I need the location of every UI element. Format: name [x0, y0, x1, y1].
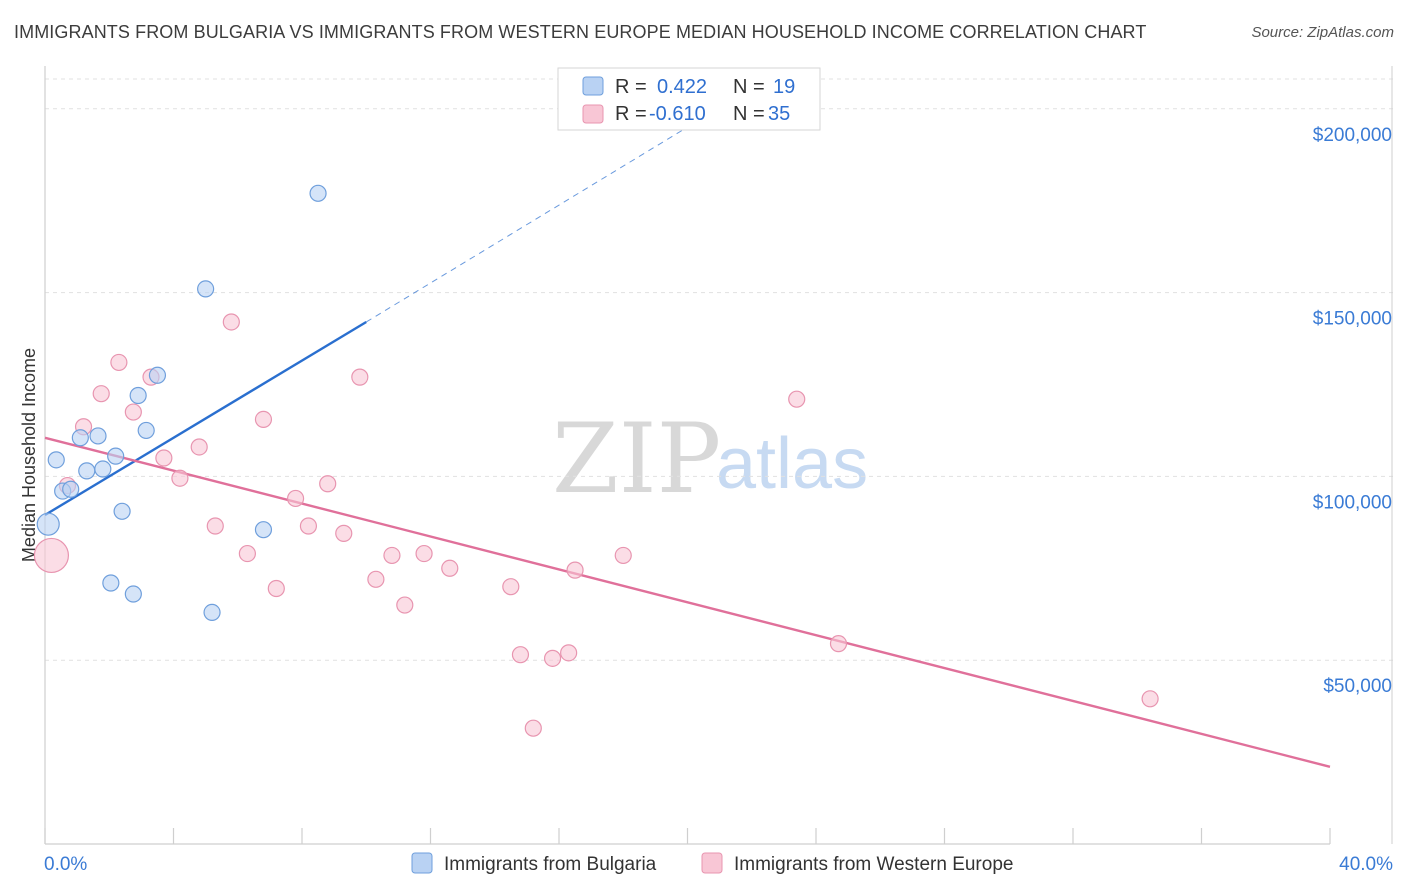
x-tick-labels: 0.0% 40.0% — [44, 854, 1393, 875]
legend-r-value-western-europe: -0.610 — [649, 103, 706, 125]
legend-n-label-western-europe: N = — [733, 103, 765, 125]
point-bulgaria-16 — [203, 603, 221, 622]
point-western-europe-0 — [33, 537, 70, 574]
point-bulgaria-4 — [71, 429, 89, 447]
bottom-legend-label-bulgaria: Immigrants from Bulgaria — [444, 854, 657, 875]
point-bulgaria-8 — [107, 447, 125, 465]
point-western-europe-25 — [502, 578, 520, 596]
point-western-europe-19 — [351, 368, 369, 386]
y-tick-label-3: $200,000 — [1313, 125, 1392, 146]
point-bulgaria-9 — [113, 502, 131, 520]
point-bulgaria-1 — [47, 451, 65, 469]
point-bulgaria-18 — [309, 184, 327, 202]
point-western-europe-33 — [829, 635, 848, 653]
point-bulgaria-3 — [62, 480, 80, 498]
watermark-atlas: atlas — [716, 424, 868, 504]
point-western-europe-15 — [286, 489, 305, 508]
point-western-europe-18 — [335, 524, 353, 542]
point-western-europe-5 — [124, 403, 142, 421]
point-bulgaria-14 — [148, 366, 167, 384]
point-western-europe-32 — [788, 390, 806, 408]
bottom-legend-label-western-europe: Immigrants from Western Europe — [734, 854, 1013, 875]
point-western-europe-11 — [222, 313, 240, 331]
bottom-legend-swatch-bulgaria — [411, 852, 433, 874]
point-bulgaria-12 — [129, 386, 147, 405]
legend-r-label-bulgaria: R = — [615, 76, 647, 98]
series-legend: Immigrants from Bulgaria Immigrants from… — [411, 852, 1013, 875]
point-western-europe-17 — [319, 475, 337, 493]
x-tick-label-0: 0.0% — [44, 854, 87, 875]
point-western-europe-26 — [511, 646, 530, 664]
point-western-europe-9 — [190, 438, 208, 456]
y-tick-label-2: $150,000 — [1313, 309, 1392, 330]
point-western-europe-20 — [367, 570, 385, 588]
point-western-europe-30 — [566, 561, 584, 579]
point-bulgaria-17 — [254, 521, 273, 539]
legend-swatch-western-europe — [582, 104, 604, 124]
trend-lines — [44, 126, 1331, 768]
data-points — [33, 184, 1159, 737]
point-bulgaria-10 — [102, 574, 120, 592]
gridlines — [45, 78, 1395, 661]
point-western-europe-23 — [415, 544, 433, 563]
bottom-legend-swatch-western-europe — [701, 852, 723, 874]
point-western-europe-12 — [238, 544, 256, 563]
point-western-europe-29 — [560, 644, 578, 662]
point-western-europe-14 — [267, 579, 285, 598]
point-western-europe-13 — [254, 410, 273, 428]
point-western-europe-16 — [299, 517, 318, 535]
x-tick-label-1: 40.0% — [1339, 854, 1393, 875]
legend-r-label-western-europe: R = — [615, 103, 647, 125]
trend-line-western-europe — [44, 436, 1331, 768]
point-western-europe-24 — [441, 559, 459, 577]
point-western-europe-7 — [155, 449, 173, 467]
trend-line-bulgaria-extension — [365, 126, 688, 323]
y-tick-labels: $50,000 $100,000 $150,000 $200,000 — [1313, 125, 1392, 697]
watermark-zip: ZIP — [552, 403, 721, 515]
legend-r-value-bulgaria: 0.422 — [657, 76, 707, 98]
legend-n-value-western-europe: 35 — [768, 103, 790, 125]
watermark: ZIP atlas — [552, 403, 868, 515]
point-bulgaria-0 — [36, 512, 60, 536]
axes — [44, 66, 1393, 845]
point-bulgaria-13 — [137, 421, 155, 440]
trend-line-bulgaria — [44, 320, 367, 517]
source-label: Source: ZipAtlas.com — [1251, 24, 1394, 41]
legend-swatch-bulgaria — [582, 76, 604, 96]
point-western-europe-8 — [171, 469, 189, 487]
point-western-europe-22 — [396, 596, 414, 614]
point-western-europe-4 — [110, 353, 128, 372]
point-bulgaria-15 — [197, 280, 215, 298]
point-bulgaria-6 — [89, 427, 107, 445]
point-western-europe-21 — [383, 546, 401, 565]
point-western-europe-10 — [206, 517, 224, 535]
legend-n-label-bulgaria: N = — [733, 76, 765, 98]
point-western-europe-31 — [614, 546, 632, 565]
point-bulgaria-7 — [94, 460, 112, 478]
stats-legend: R = 0.422 N = 19 R = -0.610 N = 35 — [557, 67, 821, 131]
point-western-europe-28 — [543, 649, 562, 667]
y-tick-label-1: $100,000 — [1313, 492, 1392, 513]
chart-title: IMMIGRANTS FROM BULGARIA VS IMMIGRANTS F… — [14, 22, 1147, 42]
y-tick-label-0: $50,000 — [1323, 676, 1392, 697]
point-western-europe-3 — [92, 385, 110, 403]
point-bulgaria-11 — [124, 585, 142, 603]
legend-n-value-bulgaria: 19 — [773, 76, 795, 98]
y-axis-label: Median Household Income — [19, 348, 39, 562]
point-western-europe-27 — [524, 719, 542, 737]
point-bulgaria-5 — [78, 462, 96, 480]
point-western-europe-34 — [1141, 690, 1159, 708]
